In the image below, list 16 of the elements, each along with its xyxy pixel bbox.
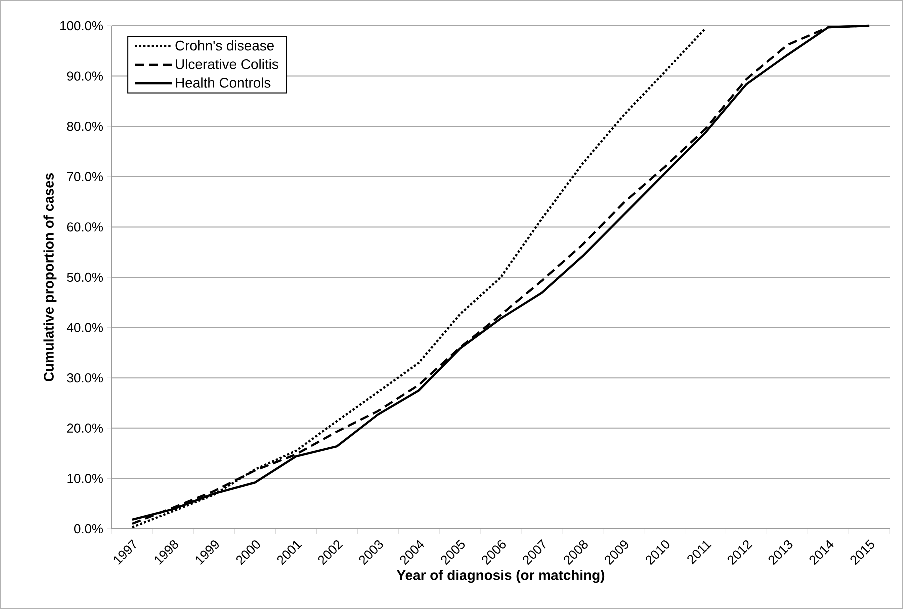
x-axis-title: Year of diagnosis (or matching)	[397, 570, 605, 584]
y-tick-label: 80.0%	[67, 122, 104, 132]
y-tick-label: 20.0%	[67, 424, 104, 433]
y-tick-label: 90.0%	[67, 72, 104, 81]
y-tick-label: 10.0%	[68, 474, 104, 484]
y-tick-label: 0.0%	[74, 524, 104, 534]
y-tick-label: 50.0%	[67, 272, 104, 282]
y-tick-label: 70.0%	[67, 172, 104, 182]
y-tick-label: 100.0%	[60, 21, 104, 31]
y-tick-label: 60.0%	[67, 222, 104, 232]
legend-label: Ulcerative Colitis	[176, 59, 278, 70]
legend-label: Crohn's disease	[176, 40, 274, 51]
y-axis-title: Cumulative proportion of cases	[44, 173, 57, 382]
legend-label: Health Controls	[176, 78, 271, 88]
y-tick-label: 40.0%	[67, 323, 104, 332]
y-tick-label: 30.0%	[67, 374, 104, 383]
